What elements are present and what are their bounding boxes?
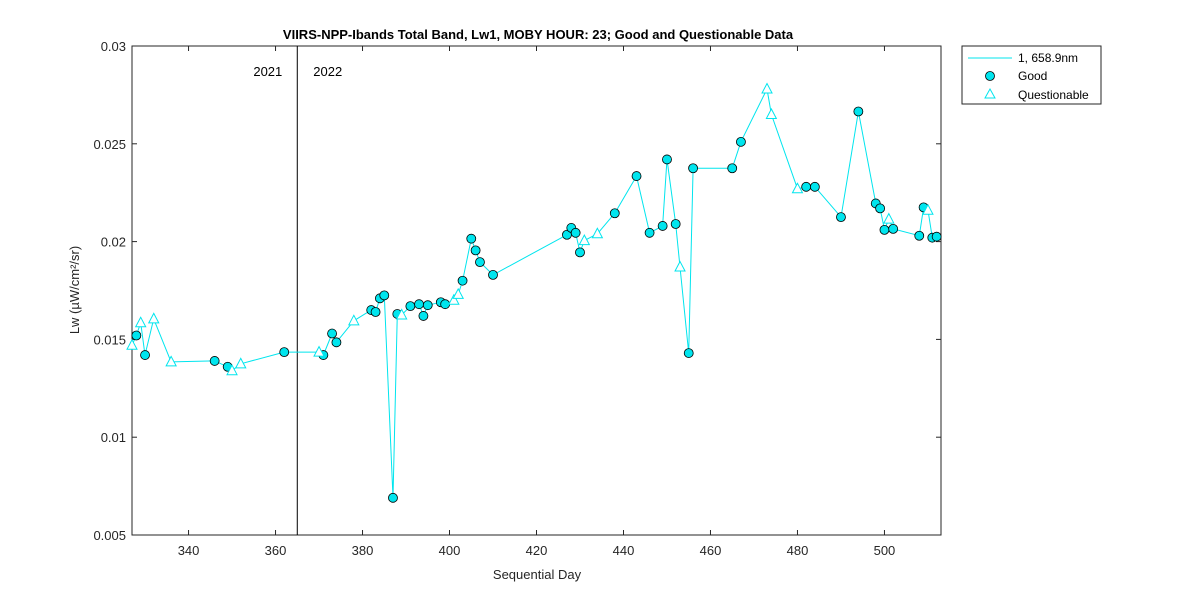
legend-entry-questionable: Questionable [1018, 88, 1089, 102]
x-tick-label: 480 [787, 543, 809, 558]
questionable-marker [234, 357, 247, 369]
good-marker [727, 163, 738, 174]
good-marker [379, 290, 390, 301]
good-marker [809, 181, 820, 192]
x-tick-label: 380 [352, 543, 374, 558]
year-label-right: 2022 [313, 64, 342, 79]
good-marker [879, 224, 890, 235]
good-marker [370, 307, 381, 317]
x-tick-label: 420 [526, 543, 548, 558]
y-tick-label: 0.02 [101, 235, 126, 250]
legend-questionable-marker [984, 87, 996, 99]
good-marker [279, 347, 290, 358]
chart-title: VIIRS-NPP-Ibands Total Band, Lw1, MOBY H… [283, 27, 794, 42]
x-axis: 340 360 380 400 420 440 460 480 500 [178, 46, 896, 558]
questionable-marker [147, 312, 160, 324]
good-marker [414, 299, 424, 310]
x-tick-label: 460 [700, 543, 722, 558]
good-marker [853, 106, 864, 117]
questionable-marker [448, 293, 460, 305]
y-tick-label: 0.025 [93, 137, 126, 152]
questionable-marker [674, 260, 686, 272]
good-marker [657, 221, 668, 231]
good-marker [836, 212, 846, 223]
legend-box [961, 45, 1102, 105]
good-marker [488, 269, 498, 280]
questionable-marker [761, 82, 773, 94]
good-marker-group [131, 106, 942, 503]
y-tick-label: 0.005 [93, 528, 126, 543]
good-marker [131, 330, 142, 341]
good-marker [736, 136, 746, 147]
good-marker [422, 300, 433, 311]
good-marker [688, 163, 698, 174]
y-tick-label: 0.015 [93, 332, 126, 347]
x-axis-label: Sequential Day [493, 567, 582, 582]
questionable-marker [452, 287, 465, 299]
questionable-marker [165, 355, 177, 367]
legend-entry-series: 1, 658.9nm [1018, 51, 1078, 65]
questionable-marker [591, 227, 604, 239]
questionable-marker [126, 338, 138, 350]
good-marker [662, 154, 672, 165]
legend-good-marker [985, 71, 995, 81]
questionable-marker [347, 314, 360, 326]
good-marker [470, 245, 481, 256]
good-marker [418, 311, 429, 321]
good-marker [875, 203, 886, 214]
good-marker [475, 257, 485, 268]
good-marker [388, 492, 398, 503]
legend-entry-good: Good [1018, 69, 1047, 83]
x-tick-label: 500 [874, 543, 896, 558]
good-marker [405, 301, 416, 312]
good-marker [440, 299, 451, 310]
good-marker [570, 227, 581, 238]
year-label-left: 2021 [253, 64, 282, 79]
good-marker [327, 328, 337, 339]
good-marker [931, 231, 942, 242]
plot-area [131, 45, 942, 536]
good-marker [631, 171, 642, 181]
good-marker [644, 227, 655, 238]
good-marker [331, 337, 342, 348]
x-tick-label: 340 [178, 543, 200, 558]
good-marker [801, 181, 812, 192]
y-axis: 0.005 0.01 0.015 0.02 0.025 0.03 [93, 39, 941, 543]
questionable-marker [882, 212, 895, 224]
questionable-marker [134, 316, 147, 328]
good-marker [888, 223, 899, 234]
legend: 1, 658.9nm Good Questionable [961, 45, 1102, 105]
questionable-marker [226, 364, 238, 376]
good-marker [609, 208, 620, 219]
y-tick-label: 0.03 [101, 39, 126, 54]
good-marker [209, 356, 220, 366]
questionable-marker-group [126, 82, 934, 376]
good-marker [575, 247, 585, 258]
questionable-marker [395, 308, 408, 320]
questionable-marker [313, 345, 325, 357]
x-tick-label: 440 [613, 543, 635, 558]
questionable-marker [765, 107, 778, 119]
good-marker [466, 233, 477, 244]
good-marker [914, 230, 925, 241]
questionable-marker [922, 203, 934, 215]
good-marker [683, 348, 694, 358]
year-divider: 2021 2022 [253, 46, 342, 535]
good-marker [457, 275, 468, 286]
y-axis-label: Lw (µW/cm²/sr) [67, 246, 82, 334]
questionable-marker [791, 182, 804, 194]
good-marker [140, 350, 150, 360]
good-marker [670, 219, 681, 229]
x-tick-label: 400 [439, 543, 461, 558]
y-tick-label: 0.01 [101, 430, 126, 445]
questionable-marker [578, 234, 591, 246]
x-tick-label: 360 [265, 543, 287, 558]
